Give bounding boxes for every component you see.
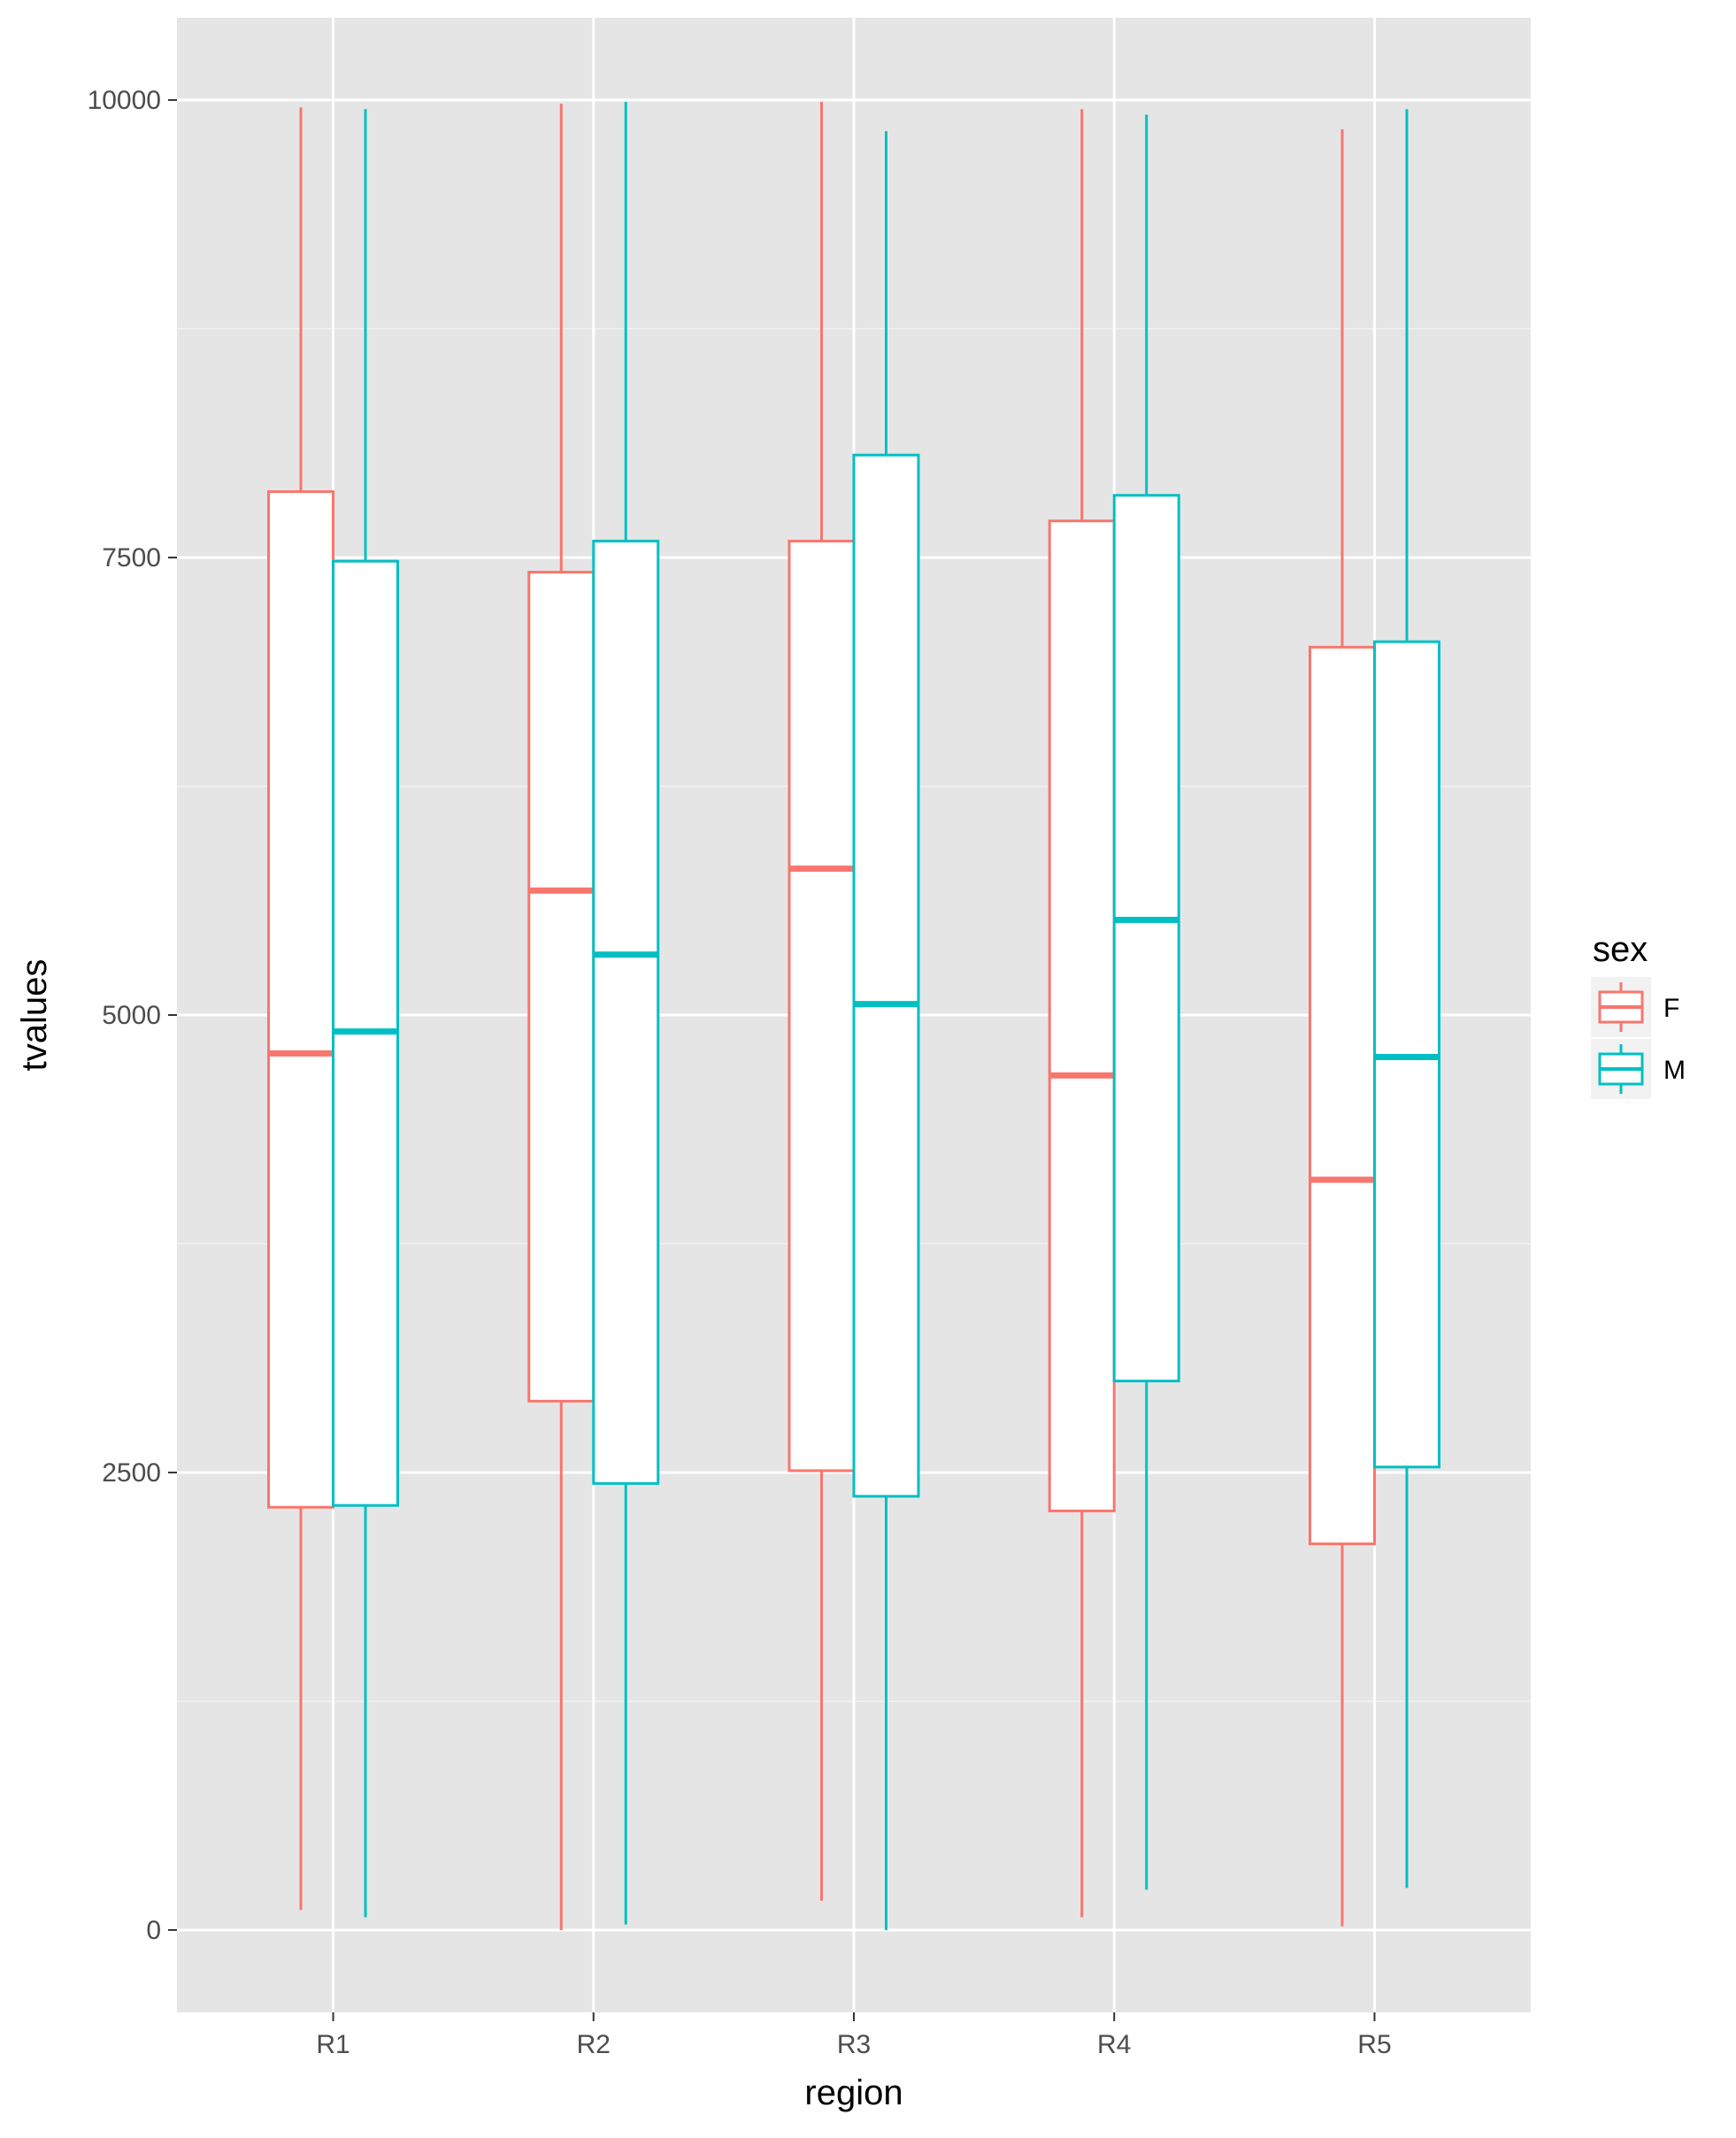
x-axis: R1 R2 R3 R4 R5 — [316, 2012, 1392, 2059]
box-F-R3 — [787, 102, 856, 1901]
legend-item-F: F — [1591, 977, 1679, 1037]
box-F-R1 — [267, 107, 335, 1911]
box-iqr — [1308, 645, 1376, 1546]
x-tick-label: R3 — [837, 2030, 871, 2059]
box-iqr — [1112, 494, 1180, 1383]
box-iqr — [267, 490, 335, 1509]
box-iqr — [1048, 519, 1116, 1512]
box-iqr — [527, 571, 595, 1403]
x-tick-label: R4 — [1097, 2030, 1131, 2059]
box-F-R4 — [1048, 109, 1116, 1918]
box-M-R5 — [1372, 109, 1440, 1888]
box-M-R3 — [852, 131, 920, 1930]
box-M-R1 — [332, 109, 400, 1918]
legend-label-F: F — [1663, 994, 1679, 1023]
legend: sex F M — [1591, 930, 1686, 1099]
y-axis-title: tvalues — [15, 959, 54, 1072]
x-axis-title: region — [804, 2073, 903, 2112]
box-M-R4 — [1112, 114, 1180, 1890]
legend-item-M: M — [1591, 1039, 1686, 1099]
box-iqr — [592, 539, 660, 1485]
legend-title: sex — [1593, 930, 1648, 969]
box-F-R5 — [1308, 129, 1376, 1927]
y-tick-label: 7500 — [102, 543, 161, 573]
y-tick-label: 0 — [146, 1916, 161, 1945]
y-tick-label: 5000 — [102, 1001, 161, 1030]
box-iqr — [787, 539, 856, 1473]
box-layer — [267, 102, 1440, 1930]
y-tick-label: 2500 — [102, 1458, 161, 1488]
box-F-R2 — [527, 104, 595, 1930]
x-tick-label: R2 — [577, 2030, 611, 2059]
box-iqr — [852, 453, 920, 1498]
x-tick-label: R1 — [316, 2030, 350, 2059]
x-tick-label: R5 — [1357, 2030, 1391, 2059]
y-axis: 0 2500 5000 7500 10000 — [88, 86, 177, 1945]
legend-label-M: M — [1663, 1056, 1686, 1085]
box-M-R2 — [592, 102, 660, 1925]
y-tick-label: 10000 — [88, 86, 161, 115]
